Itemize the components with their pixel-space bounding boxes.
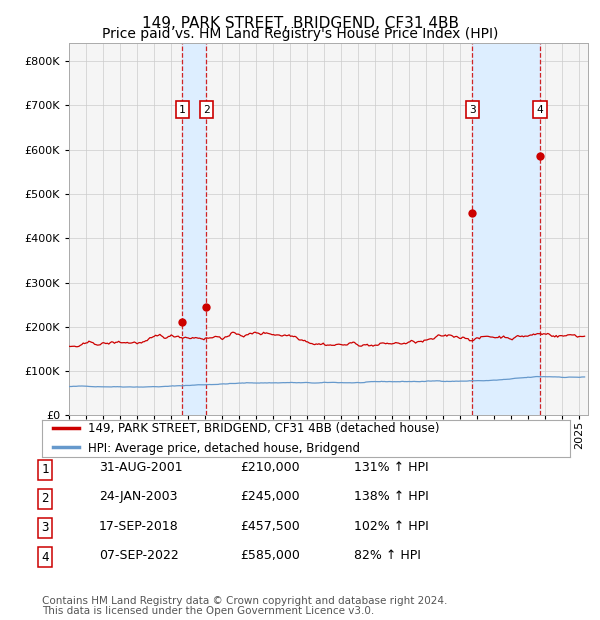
Text: 131% ↑ HPI: 131% ↑ HPI — [354, 461, 428, 474]
Text: This data is licensed under the Open Government Licence v3.0.: This data is licensed under the Open Gov… — [42, 606, 374, 616]
Text: 2: 2 — [203, 105, 209, 115]
Text: £245,000: £245,000 — [240, 490, 299, 503]
Text: 3: 3 — [469, 105, 476, 115]
Text: 1: 1 — [179, 105, 186, 115]
Bar — [182, 43, 206, 415]
Text: 4: 4 — [41, 551, 49, 564]
Text: 24-JAN-2003: 24-JAN-2003 — [99, 490, 178, 503]
Text: 2: 2 — [41, 492, 49, 505]
Text: 82% ↑ HPI: 82% ↑ HPI — [354, 549, 421, 562]
Bar — [472, 43, 540, 415]
Text: 3: 3 — [41, 521, 49, 534]
Text: 4: 4 — [537, 105, 544, 115]
Text: £585,000: £585,000 — [240, 549, 300, 562]
Text: £457,500: £457,500 — [240, 520, 300, 533]
Text: 149, PARK STREET, BRIDGEND, CF31 4BB: 149, PARK STREET, BRIDGEND, CF31 4BB — [142, 16, 458, 31]
Text: 31-AUG-2001: 31-AUG-2001 — [99, 461, 182, 474]
Text: £210,000: £210,000 — [240, 461, 299, 474]
Text: 138% ↑ HPI: 138% ↑ HPI — [354, 490, 429, 503]
Text: Contains HM Land Registry data © Crown copyright and database right 2024.: Contains HM Land Registry data © Crown c… — [42, 596, 448, 606]
Text: 17-SEP-2018: 17-SEP-2018 — [99, 520, 179, 533]
Text: Price paid vs. HM Land Registry's House Price Index (HPI): Price paid vs. HM Land Registry's House … — [102, 27, 498, 42]
Text: 102% ↑ HPI: 102% ↑ HPI — [354, 520, 429, 533]
Legend: 149, PARK STREET, BRIDGEND, CF31 4BB (detached house), HPI: Average price, detac: 149, PARK STREET, BRIDGEND, CF31 4BB (de… — [50, 420, 442, 457]
Text: 1: 1 — [41, 463, 49, 476]
Text: 07-SEP-2022: 07-SEP-2022 — [99, 549, 179, 562]
